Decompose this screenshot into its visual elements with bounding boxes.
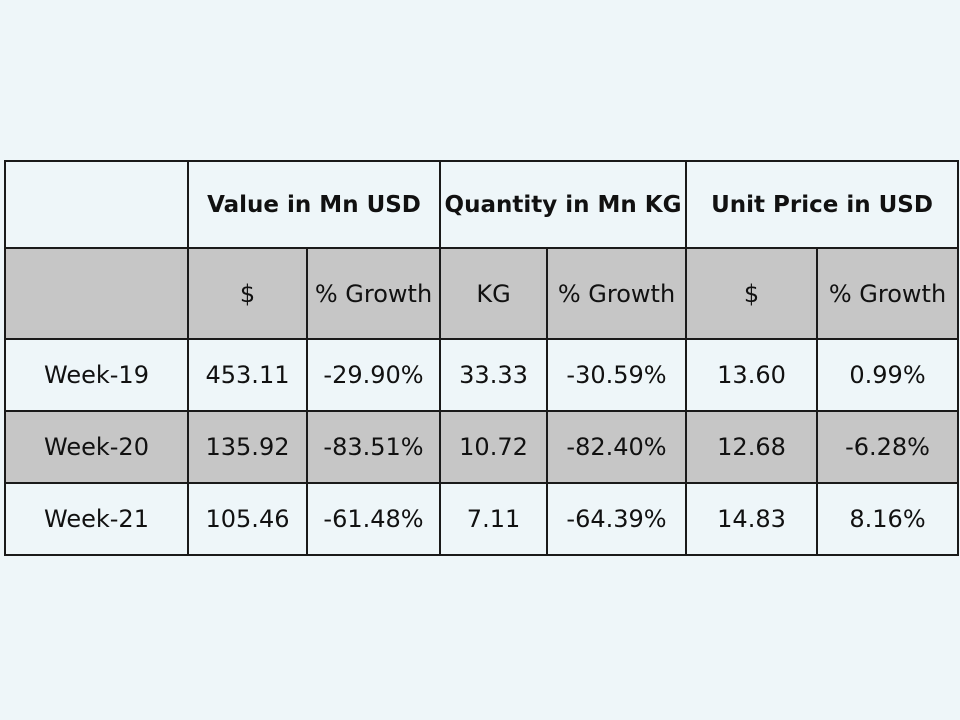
unit-price-group-header: Unit Price in USD <box>685 160 960 249</box>
value-growth-header: % Growth <box>305 247 442 340</box>
value-cell: 135.92 <box>187 410 308 484</box>
week-label: Week-21 <box>4 482 189 556</box>
week-label: Week-20 <box>4 410 189 484</box>
group-header-row: Value in Mn USD Quantity in Mn KG Unit P… <box>4 160 960 249</box>
sub-header-row: $ % Growth KG % Growth $ % Growth <box>4 247 960 340</box>
price-growth-cell: -6.28% <box>816 410 960 484</box>
price-growth-cell: 8.16% <box>816 482 960 556</box>
value-growth-cell: -83.51% <box>305 410 442 484</box>
quantity-cell: 7.11 <box>439 482 549 556</box>
value-cell: 105.46 <box>187 482 308 556</box>
sub-header-blank <box>4 247 189 340</box>
quantity-growth-cell: -82.40% <box>546 410 688 484</box>
quantity-cell: 10.72 <box>439 410 549 484</box>
week-label: Week-19 <box>4 338 189 412</box>
price-cell: 14.83 <box>685 482 819 556</box>
quantity-growth-cell: -30.59% <box>546 338 688 412</box>
quantity-growth-header: % Growth <box>546 247 688 340</box>
price-growth-cell: 0.99% <box>816 338 960 412</box>
price-growth-header: % Growth <box>816 247 960 340</box>
quantity-kg-header: KG <box>439 247 549 340</box>
quantity-cell: 33.33 <box>439 338 549 412</box>
quantity-growth-cell: -64.39% <box>546 482 688 556</box>
price-cell: 13.60 <box>685 338 819 412</box>
value-group-header: Value in Mn USD <box>186 160 442 249</box>
weekly-trade-table: Value in Mn USD Quantity in Mn KG Unit P… <box>4 160 960 556</box>
table-row: Week-21 105.46 -61.48% 7.11 -64.39% 14.8… <box>4 482 960 556</box>
value-dollar-header: $ <box>187 247 308 340</box>
price-dollar-header: $ <box>685 247 819 340</box>
table-row: Week-19 453.11 -29.90% 33.33 -30.59% 13.… <box>4 338 960 412</box>
value-growth-cell: -61.48% <box>305 482 442 556</box>
price-cell: 12.68 <box>685 410 819 484</box>
table-row: Week-20 135.92 -83.51% 10.72 -82.40% 12.… <box>4 410 960 484</box>
value-growth-cell: -29.90% <box>305 338 442 412</box>
header-corner-cell <box>4 160 189 249</box>
value-cell: 453.11 <box>187 338 308 412</box>
quantity-group-header: Quantity in Mn KG <box>439 160 688 249</box>
